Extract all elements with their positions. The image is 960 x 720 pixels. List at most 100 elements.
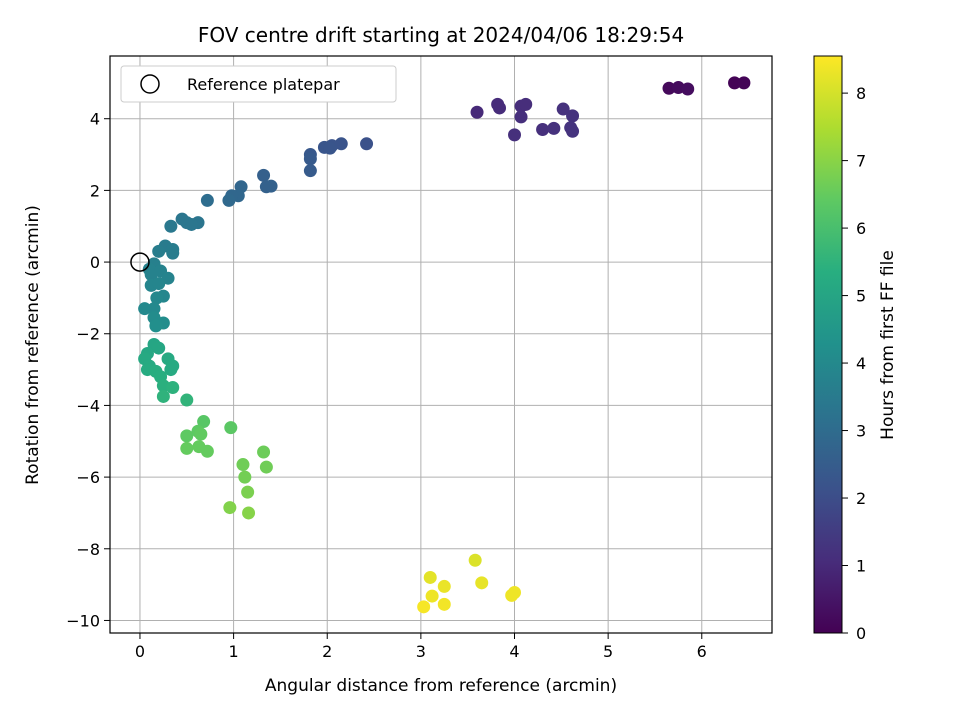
data-point bbox=[180, 429, 194, 443]
data-point bbox=[156, 389, 170, 403]
data-point bbox=[360, 137, 374, 151]
data-point bbox=[475, 576, 489, 590]
data-point bbox=[493, 101, 507, 115]
y-tick-label: 0 bbox=[90, 253, 100, 272]
y-tick-label: 2 bbox=[90, 181, 100, 200]
data-point bbox=[437, 579, 451, 593]
colorbar-tick-label: 2 bbox=[856, 489, 866, 508]
data-point bbox=[468, 553, 482, 567]
y-tick-label: 4 bbox=[90, 110, 100, 129]
data-point bbox=[164, 363, 178, 377]
chart-title: FOV centre drift starting at 2024/04/06 … bbox=[198, 23, 684, 47]
data-point bbox=[194, 427, 208, 441]
plot-frame bbox=[109, 55, 773, 634]
data-point bbox=[138, 302, 152, 316]
y-axis-ticks: −10 −8 −6 −4 −2 0 2 4 bbox=[66, 110, 110, 630]
y-tick-label: −10 bbox=[66, 611, 100, 630]
x-tick-label: 2 bbox=[322, 642, 332, 661]
data-point bbox=[152, 277, 166, 291]
data-point bbox=[566, 124, 580, 138]
colorbar-tick-label: 7 bbox=[856, 152, 866, 171]
data-point bbox=[417, 600, 431, 614]
data-point bbox=[166, 246, 180, 260]
data-point bbox=[241, 485, 255, 499]
colorbar-tick-label: 1 bbox=[856, 557, 866, 576]
data-point bbox=[536, 122, 550, 136]
data-point bbox=[470, 105, 484, 119]
y-tick-label: −2 bbox=[76, 325, 100, 344]
data-point bbox=[164, 219, 178, 233]
legend-marker bbox=[140, 74, 160, 94]
data-point bbox=[519, 97, 533, 111]
data-point bbox=[257, 445, 271, 459]
scatter-points bbox=[138, 76, 751, 614]
data-point bbox=[556, 102, 570, 116]
data-point bbox=[681, 82, 695, 96]
legend-box bbox=[120, 65, 397, 103]
data-point bbox=[508, 128, 522, 142]
data-point bbox=[147, 302, 161, 316]
colorbar-ticks: 0 1 2 3 4 5 6 7 8 bbox=[842, 84, 866, 643]
data-point bbox=[547, 121, 561, 135]
data-point bbox=[149, 319, 163, 333]
data-point bbox=[242, 506, 256, 520]
data-point bbox=[152, 341, 166, 355]
colorbar-tick-label: 8 bbox=[856, 84, 866, 103]
data-point bbox=[323, 141, 337, 155]
colorbar-label: Hours from first FF file bbox=[878, 250, 898, 440]
x-tick-label: 5 bbox=[603, 642, 613, 661]
data-point bbox=[423, 570, 437, 584]
y-axis-label: Rotation from reference (arcmin) bbox=[23, 205, 43, 485]
x-tick-label: 3 bbox=[416, 642, 426, 661]
data-point bbox=[152, 244, 166, 258]
data-point bbox=[425, 589, 439, 603]
x-tick-label: 4 bbox=[509, 642, 519, 661]
data-point bbox=[264, 179, 278, 193]
data-point bbox=[662, 81, 676, 95]
data-point bbox=[257, 168, 271, 182]
x-tick-label: 1 bbox=[229, 642, 239, 661]
y-tick-label: −8 bbox=[76, 540, 100, 559]
y-tick-label: −6 bbox=[76, 468, 100, 487]
plot-background bbox=[110, 56, 772, 633]
data-point bbox=[514, 110, 528, 124]
data-point bbox=[566, 109, 580, 123]
data-point bbox=[303, 164, 317, 178]
plot-area: 0 1 2 3 4 5 6 −10 −8 −6 −4 −2 0 2 4 bbox=[66, 55, 773, 661]
data-point bbox=[197, 415, 211, 429]
data-point bbox=[505, 588, 519, 602]
data-point bbox=[180, 393, 194, 407]
data-point bbox=[224, 421, 238, 435]
colorbar-tick-label: 4 bbox=[856, 354, 866, 373]
data-point bbox=[236, 458, 250, 472]
data-point bbox=[180, 441, 194, 455]
colorbar-tick-label: 0 bbox=[856, 624, 866, 643]
data-point bbox=[728, 76, 742, 90]
colorbar-gradient bbox=[813, 55, 843, 634]
grid-lines bbox=[110, 56, 772, 633]
data-point bbox=[259, 460, 273, 474]
legend-entry-reference-platepar: Reference platepar bbox=[187, 75, 340, 94]
x-tick-label: 6 bbox=[697, 642, 707, 661]
data-point bbox=[200, 444, 214, 458]
colorbar: 0 1 2 3 4 5 6 7 8 Hours from first FF file bbox=[813, 55, 898, 643]
x-axis-ticks: 0 1 2 3 4 5 6 bbox=[135, 633, 707, 661]
colorbar-tick-label: 5 bbox=[856, 287, 866, 306]
data-point bbox=[222, 193, 236, 207]
data-point bbox=[737, 76, 751, 90]
legend: Reference platepar bbox=[120, 65, 397, 103]
reference-platepar-marker bbox=[130, 252, 150, 272]
x-tick-label: 0 bbox=[135, 642, 145, 661]
data-point bbox=[238, 470, 252, 484]
data-point bbox=[303, 152, 317, 166]
data-point bbox=[166, 381, 180, 395]
data-point bbox=[175, 212, 189, 226]
data-point bbox=[200, 193, 214, 207]
data-point bbox=[150, 291, 164, 305]
data-point bbox=[223, 501, 237, 515]
data-point bbox=[437, 597, 451, 611]
x-axis-label: Angular distance from reference (arcmin) bbox=[265, 676, 617, 696]
colorbar-tick-label: 3 bbox=[856, 422, 866, 441]
colorbar-tick-label: 6 bbox=[856, 219, 866, 238]
